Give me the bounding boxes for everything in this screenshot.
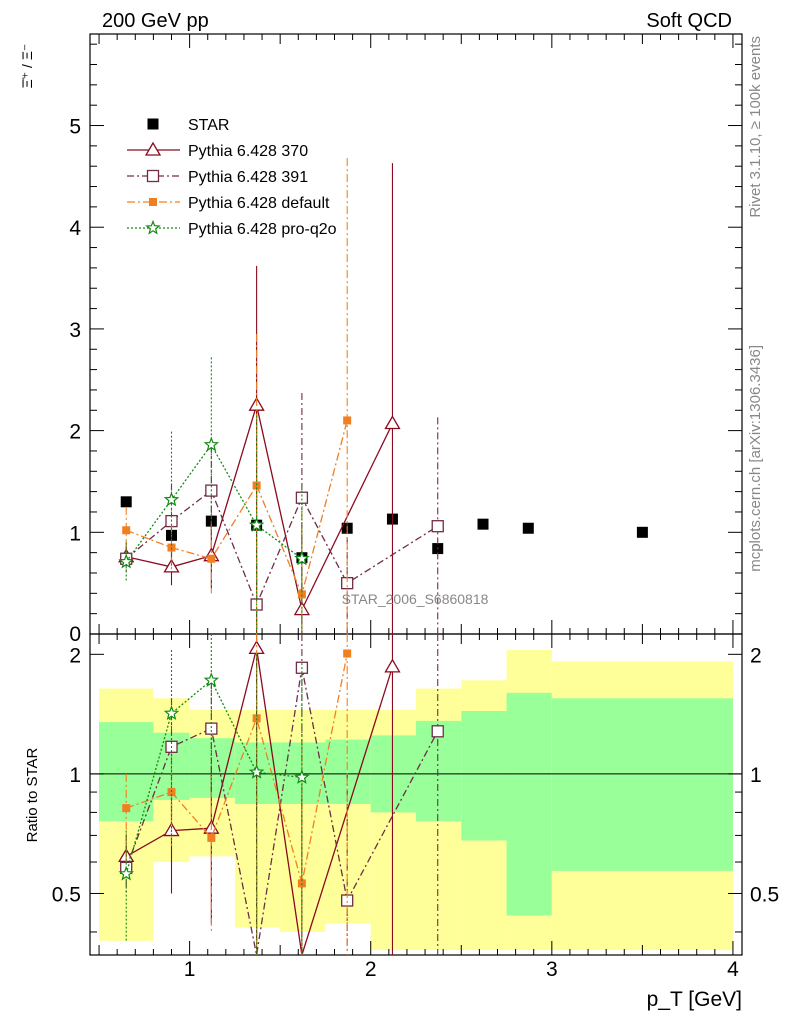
ratio-y-tick-label-right: 1 xyxy=(750,764,762,787)
main-y-tick-label: 1 xyxy=(69,522,81,545)
main-point-pythia-6-428-pro-q2o xyxy=(294,550,310,566)
main-y-tick-label: 4 xyxy=(69,217,81,240)
rivet-version-label: Rivet 3.1.10, ≥ 100k events xyxy=(747,36,764,218)
main-series-group xyxy=(118,158,648,634)
ratio-point-pythia-6-428-391 xyxy=(431,725,444,738)
ratio-y-tick-label-right: 0.5 xyxy=(750,883,779,906)
main-y-tick-label: 2 xyxy=(69,421,81,444)
ratio-plot-frame xyxy=(89,633,743,956)
main-point-pythia-6-428-391 xyxy=(431,520,444,533)
ratio-point-pythia-6-428-default xyxy=(167,788,176,797)
main-point-pythia-6-428-default xyxy=(207,554,216,563)
green-band-segment xyxy=(506,692,552,916)
legend-marker-pythia-6-428-pro-q2o xyxy=(145,219,161,235)
legend: STAR Pythia 6.428 370 Pythia 6.428 391 Pyth… xyxy=(127,117,337,238)
legend-label-pythia-6-428-pro-q2o: Pythia 6.428 pro-q2o xyxy=(188,221,337,238)
mcplots-label: mcplots.cern.ch [arXiv:1306.3436] xyxy=(747,345,764,572)
main-point-star xyxy=(522,522,534,534)
main-point-pythia-6-428-391 xyxy=(295,491,309,504)
ratio-y-tick-label-left: 0.5 xyxy=(52,883,81,906)
ratio-uncertainty-bands xyxy=(99,650,733,951)
ratio-line-pythia-6-428-pro-q2o xyxy=(125,679,302,875)
main-point-pythia-6-428-pro-q2o xyxy=(248,517,265,532)
main-point-pythia-6-428-370 xyxy=(384,415,401,430)
ratio-point-pythia-6-428-pro-q2o xyxy=(118,865,134,881)
main-point-pythia-6-428-default xyxy=(343,416,352,425)
main-line-pythia-6-428-default xyxy=(125,420,348,597)
green-band-segment xyxy=(551,698,733,871)
main-point-pythia-6-428-pro-q2o xyxy=(203,436,220,452)
ratio-y-tick-label-left: 2 xyxy=(69,644,81,667)
main-point-pythia-6-428-default xyxy=(167,543,176,552)
main-point-pythia-6-428-pro-q2o xyxy=(118,553,134,569)
main-point-pythia-6-428-pro-q2o xyxy=(163,491,180,507)
axis-ticks xyxy=(90,34,742,955)
ratio-line-pythia-6-428-370 xyxy=(125,648,394,956)
legend-marker-pythia-6-428-370 xyxy=(144,141,162,156)
main-y-tick-label: 5 xyxy=(69,116,81,139)
main-point-pythia-6-428-default xyxy=(252,481,261,490)
green-band-segment xyxy=(325,739,371,804)
ratio-point-pythia-6-428-pro-q2o xyxy=(163,705,180,721)
x-tick-label: 1 xyxy=(184,958,196,981)
legend-label-pythia-6-428-default: Pythia 6.428 default xyxy=(188,195,330,212)
ratio-point-pythia-6-428-pro-q2o xyxy=(294,769,310,784)
ratio-point-pythia-6-428-default xyxy=(207,833,216,842)
x-tick-label: 4 xyxy=(727,958,739,981)
main-y-axis-label: Ξ̄⁺ / Ξ⁻ xyxy=(19,44,35,89)
main-point-pythia-6-428-default xyxy=(122,526,131,535)
legend-marker-star xyxy=(147,118,159,130)
main-point-star xyxy=(477,518,489,530)
main-point-pythia-6-428-370 xyxy=(163,558,180,573)
ratio-point-pythia-6-428-pro-q2o xyxy=(203,672,220,687)
main-y-tick-label-zero: 0 xyxy=(69,623,81,646)
ratio-series-group xyxy=(118,634,444,956)
ratio-point-pythia-6-428-pro-q2o xyxy=(248,764,265,779)
ratio-point-pythia-6-428-default xyxy=(122,804,131,813)
plot-frames xyxy=(89,33,743,956)
green-band-segment xyxy=(461,710,507,841)
legend-marker-pythia-6-428-391 xyxy=(146,169,160,183)
analysis-watermark: STAR_2006_S6860818 xyxy=(342,591,489,607)
green-band-segment xyxy=(189,738,235,798)
main-y-tick-label: 3 xyxy=(69,319,81,342)
header-right-label: Soft QCD xyxy=(646,10,732,32)
ratio-y-tick-label-left: 1 xyxy=(69,764,81,787)
legend-label-pythia-6-428-391: Pythia 6.428 391 xyxy=(188,169,308,186)
legend-marker-pythia-6-428-default xyxy=(149,198,157,206)
legend-label-star: STAR xyxy=(188,117,229,134)
header-left-label: 200 GeV pp xyxy=(102,10,209,32)
x-tick-label: 3 xyxy=(546,958,558,981)
x-axis-label: p_T [GeV] xyxy=(647,988,742,1011)
tick-labels: 1 2 3 4 5 0 0.5 0.5 1 1 2 2 1 2 3 4 xyxy=(52,116,779,981)
main-point-pythia-6-428-default xyxy=(297,590,306,599)
main-point-star xyxy=(120,496,132,508)
ratio-point-pythia-6-428-391 xyxy=(205,722,218,735)
green-band-segment xyxy=(416,720,462,822)
ratio-y-tick-label-right: 2 xyxy=(750,644,762,667)
ratio-point-pythia-6-428-default xyxy=(343,649,352,658)
ratio-y-axis-label: Ratio to STAR xyxy=(24,747,41,842)
main-line-pythia-6-428-pro-q2o xyxy=(125,443,303,563)
ratio-line-pythia-6-428-default xyxy=(125,653,348,884)
main-line-pythia-6-428-370 xyxy=(126,402,394,612)
legend-label-pythia-6-428-370: Pythia 6.428 370 xyxy=(188,143,308,160)
ratio-point-pythia-6-428-370 xyxy=(384,658,401,673)
main-point-star xyxy=(636,526,648,538)
x-tick-label: 2 xyxy=(365,958,377,981)
